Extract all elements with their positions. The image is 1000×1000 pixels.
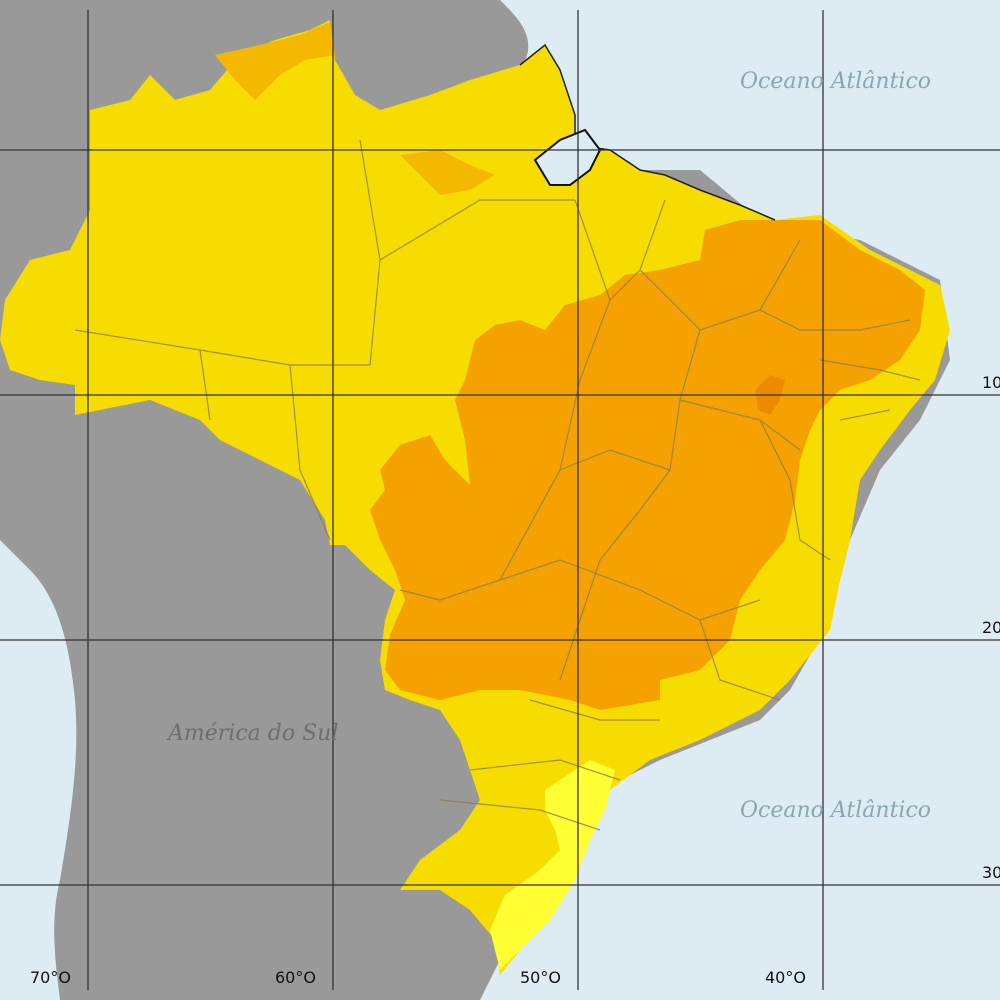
brazil-zone-light-yellow	[490, 760, 615, 970]
brazil-zone-light-orange-north	[215, 22, 335, 100]
latitude-label-20: 20	[982, 618, 1000, 637]
latitude-label-10: 10	[982, 373, 1000, 392]
brazil-zone-light-orange-para	[400, 150, 495, 195]
graticule	[0, 10, 1000, 990]
brazil-zone-orange-central	[370, 220, 925, 710]
latitude-label-30: 30	[982, 863, 1000, 882]
ocean-label-north: Oceano Atlântico	[740, 69, 931, 94]
ocean-label-south: Oceano Atlântico	[740, 798, 931, 823]
amazon-delta	[533, 128, 602, 186]
longitude-label-40: 40°O	[765, 968, 806, 987]
continent-label: América do Sul	[166, 721, 338, 746]
longitude-label-60: 60°O	[275, 968, 316, 987]
longitude-label-70: 70°O	[30, 968, 71, 987]
longitude-label-50: 50°O	[520, 968, 561, 987]
